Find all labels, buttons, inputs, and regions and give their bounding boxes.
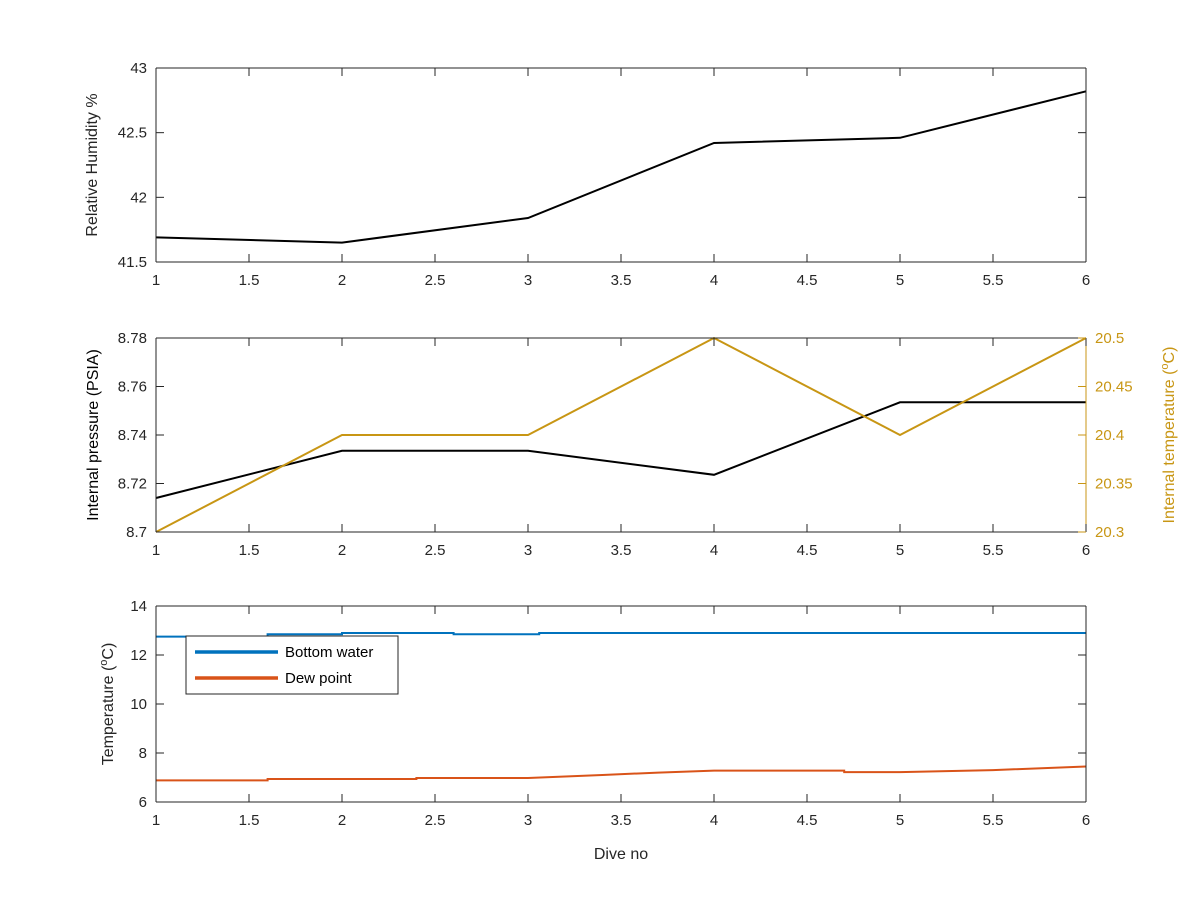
x-tick-label: 3.5 bbox=[611, 812, 632, 829]
x-tick-label: 1 bbox=[152, 272, 160, 289]
y-tick-label: 10 bbox=[130, 696, 147, 713]
x-tick-label: 2 bbox=[338, 542, 346, 559]
y-tick-label: 8.78 bbox=[118, 330, 147, 347]
label-rest: C) bbox=[1161, 347, 1178, 364]
y-axis-label: Internal pressure (PSIA) bbox=[85, 349, 102, 521]
y-axis-label: Temperature (oC) bbox=[98, 643, 117, 766]
x-tick-label: 3.5 bbox=[611, 542, 632, 559]
x-tick-label: 4.5 bbox=[797, 542, 818, 559]
y2-tick-label: 20.45 bbox=[1095, 379, 1133, 396]
y-tick-label: 14 bbox=[130, 598, 147, 615]
x-tick-label: 6 bbox=[1082, 272, 1090, 289]
subplot-1: 1 1.5 2 2.5 3 3.5 4 4.5 5 5.5 6 41.5 42 42.5 43 Relativ… bbox=[84, 60, 1090, 289]
y-tick-label: 6 bbox=[139, 794, 147, 811]
x-tick-label: 2.5 bbox=[425, 812, 446, 829]
y2-tick-label: 20.5 bbox=[1095, 330, 1124, 347]
y-tick-label: 42 bbox=[130, 189, 147, 206]
series-1-line bbox=[155, 90, 1087, 244]
legend-label: Dew point bbox=[285, 670, 353, 687]
y-tick-label: 8 bbox=[139, 745, 147, 762]
y2-tick-label: 20.4 bbox=[1095, 427, 1124, 444]
x-tick-label: 1.5 bbox=[239, 272, 260, 289]
x-tick-label: 5 bbox=[896, 812, 904, 829]
x-tick-label: 6 bbox=[1082, 812, 1090, 829]
y-tick-label: 8.72 bbox=[118, 476, 147, 493]
x-tick-label: 1.5 bbox=[239, 542, 260, 559]
bottom-water-line bbox=[156, 632, 1086, 638]
x-tick-label: 1 bbox=[152, 812, 160, 829]
y-tick-label: 42.5 bbox=[118, 125, 147, 142]
x-tick-label: 4 bbox=[710, 272, 718, 289]
x-tick-label: 2 bbox=[338, 272, 346, 289]
legend-box bbox=[185, 635, 399, 695]
y-tick-label: 8.7 bbox=[126, 524, 147, 541]
y2-tick-label: 20.35 bbox=[1095, 476, 1133, 493]
subplot-3: 1 1.5 2 2.5 3 3.5 4 4.5 5 5.5 6 6 8 10 12 14 Temperature… bbox=[98, 598, 1090, 863]
series-1-line bbox=[155, 401, 1086, 499]
x-tick-label: 2.5 bbox=[425, 542, 446, 559]
x-axis-label: Dive no bbox=[594, 846, 648, 863]
x-tick-label: 2.5 bbox=[425, 272, 446, 289]
subplot-2: 1 1.5 2 2.5 3 3.5 4 4.5 5 5.5 6 8.7 8.72 8.74 8.76 8.78… bbox=[85, 330, 1178, 559]
y2-tick-label: 20.3 bbox=[1095, 524, 1124, 541]
y-tick-label: 41.5 bbox=[118, 254, 147, 271]
x-tick-label: 3 bbox=[524, 812, 532, 829]
x-tick-label: 4 bbox=[710, 812, 718, 829]
x-tick-label: 4.5 bbox=[797, 812, 818, 829]
degree-superscript: o bbox=[98, 660, 110, 666]
x-tick-label: 5.5 bbox=[983, 812, 1004, 829]
y-tick-label: 12 bbox=[130, 647, 147, 664]
x-tick-label: 5 bbox=[896, 542, 904, 559]
x-tick-label: 2 bbox=[338, 812, 346, 829]
x-tick-label: 5.5 bbox=[983, 272, 1004, 289]
x-tick-label: 1 bbox=[152, 542, 160, 559]
series-2-line bbox=[155, 336, 1087, 533]
x-tick-label: 5.5 bbox=[983, 542, 1004, 559]
label-rest: C) bbox=[100, 643, 117, 660]
x-tick-label: 5 bbox=[896, 272, 904, 289]
y-axis-label: Relative Humidity % bbox=[84, 93, 101, 236]
x-tick-label: 4 bbox=[710, 542, 718, 559]
x-tick-label: 3 bbox=[524, 272, 532, 289]
legend-label: Bottom water bbox=[285, 644, 373, 661]
y-tick-label: 8.74 bbox=[118, 427, 147, 444]
x-tick-label: 3 bbox=[524, 542, 532, 559]
y-tick-label: 43 bbox=[130, 60, 147, 77]
x-tick-label: 1.5 bbox=[239, 812, 260, 829]
degree-superscript: o bbox=[1159, 363, 1171, 369]
y2-axis-label: Internal temperature (oC) bbox=[1159, 347, 1178, 524]
x-tick-label: 3.5 bbox=[611, 272, 632, 289]
x-tick-label: 4.5 bbox=[797, 272, 818, 289]
legend: Bottom water Dew point bbox=[185, 635, 399, 695]
dew-point-line bbox=[156, 765, 1087, 782]
y-tick-label: 8.76 bbox=[118, 379, 147, 396]
x-tick-label: 6 bbox=[1082, 542, 1090, 559]
